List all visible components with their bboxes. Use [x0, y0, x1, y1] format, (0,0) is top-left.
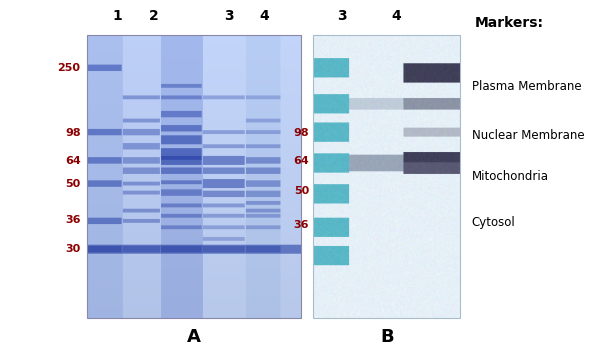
- Bar: [87, 35, 301, 318]
- Text: 64: 64: [65, 156, 81, 166]
- Text: 1: 1: [113, 9, 122, 23]
- Text: Plasma Membrane: Plasma Membrane: [472, 80, 581, 93]
- Text: 4: 4: [391, 9, 401, 23]
- Text: 98: 98: [65, 128, 81, 138]
- Text: 36: 36: [294, 220, 309, 229]
- Text: 2: 2: [149, 9, 158, 23]
- Text: 50: 50: [65, 179, 81, 189]
- Text: A: A: [187, 328, 201, 346]
- Text: 98: 98: [294, 128, 309, 138]
- Text: 36: 36: [65, 215, 81, 225]
- Text: 50: 50: [294, 186, 309, 196]
- Text: 30: 30: [65, 244, 81, 253]
- Text: Nuclear Membrane: Nuclear Membrane: [472, 130, 584, 142]
- Bar: [313, 35, 460, 318]
- Text: B: B: [380, 328, 393, 346]
- Text: 3: 3: [224, 9, 233, 23]
- Text: 250: 250: [57, 63, 81, 73]
- Text: Mitochondria: Mitochondria: [472, 170, 549, 183]
- Text: Markers:: Markers:: [475, 16, 544, 30]
- Text: 3: 3: [337, 9, 347, 23]
- Text: 4: 4: [260, 9, 269, 23]
- Text: 64: 64: [294, 156, 309, 166]
- Text: Cytosol: Cytosol: [472, 216, 515, 229]
